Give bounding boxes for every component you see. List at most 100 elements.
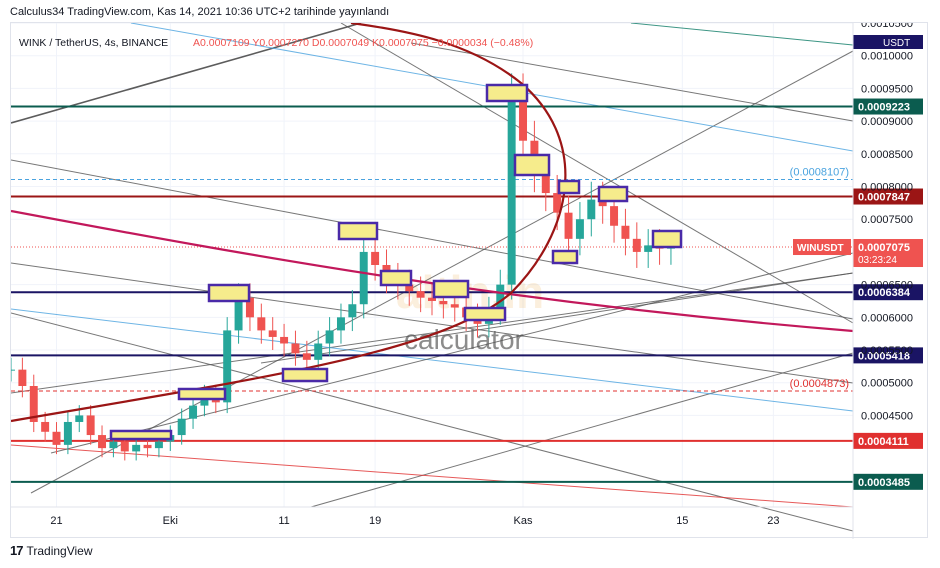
last-price-badge [853, 239, 923, 268]
candle-body [587, 199, 596, 220]
tradingview-logo-icon[interactable]: 17 [10, 543, 24, 558]
symbol-info: WINK / TetherUS, 4s, BINANCE [19, 37, 168, 49]
candle-body [325, 330, 334, 344]
candle-body [553, 193, 562, 213]
candle-body [268, 330, 277, 337]
level-badge-label: 0.0006384 [858, 287, 911, 299]
y-tick-label: 0.0007500 [861, 214, 913, 226]
pattern-highlight-box [337, 221, 379, 241]
candle-body [245, 297, 254, 318]
symbol-badge-label: WINUSDT [797, 243, 844, 254]
dashed-level-label: (0.0008107) [790, 167, 849, 179]
trend-line [30, 50, 854, 494]
trend-line [11, 262, 854, 384]
candle-body [200, 395, 209, 406]
level-badge [853, 188, 923, 205]
candle-body [632, 238, 641, 252]
candle-body [598, 199, 607, 207]
level-badge [853, 473, 923, 490]
candle-body [416, 291, 425, 298]
level-badge-label: 0.0007847 [858, 192, 910, 204]
trendline-layer [11, 23, 854, 532]
candle-body [610, 206, 619, 226]
candle-body [348, 304, 357, 318]
candle-body [223, 330, 232, 403]
curve-layer [11, 23, 854, 423]
pattern-highlight-box [597, 185, 629, 203]
axis-layer: 0.0010500 0.0010000 0.0009500 0.0009000 0.00… [11, 23, 913, 539]
level-badge-label: 0.0005418 [858, 350, 910, 362]
pattern-highlight-box [207, 283, 251, 303]
level-badge-label: 0.0003485 [858, 477, 910, 489]
trend-line [410, 42, 854, 122]
trend-line [310, 352, 854, 508]
candle-body [132, 444, 141, 452]
level-badge-label: 0.0004111 [858, 436, 909, 448]
candle-body [280, 336, 289, 344]
candle-body [189, 405, 198, 419]
candle-body [120, 441, 129, 452]
currency-badge [853, 35, 923, 49]
ohlc-info: A0.0007109 Y0.0007270 D0.0007049 K0.0007… [193, 37, 533, 49]
level-badge [853, 98, 923, 115]
y-tick-label: 0.0010500 [861, 23, 913, 30]
y-tick-label: 0.0010000 [861, 51, 913, 63]
candle-body [371, 251, 380, 265]
candle-body [109, 441, 118, 449]
pattern-highlight-box [485, 83, 529, 103]
trend-line [11, 308, 854, 412]
x-tick-label: Kas [514, 515, 533, 527]
highlight-box-layer [109, 83, 683, 441]
pattern-highlight-box [557, 179, 581, 195]
x-tick-label: Eki [163, 515, 178, 527]
pattern-highlight-box [551, 249, 579, 265]
candle-body [336, 317, 345, 331]
candle-body [496, 284, 505, 311]
pattern-highlight-box [651, 229, 683, 249]
level-layer: (0.0008107) (0.0004873) 0.0009223 0.0007847… [11, 35, 923, 490]
candle-body [177, 418, 186, 436]
y-tick-label: 0.0006500 [861, 280, 913, 292]
candle-body [541, 173, 550, 194]
trend-line [630, 23, 854, 46]
candle-body [644, 245, 653, 252]
x-tick-label: 15 [676, 515, 688, 527]
level-badge [853, 347, 923, 364]
candle-body [621, 225, 630, 239]
candle-body [41, 421, 50, 432]
candle-body [86, 415, 95, 436]
candle-body [439, 300, 448, 305]
y-tick-label: 0.0004500 [861, 410, 913, 422]
candle-body [63, 421, 72, 445]
level-badge-label: 0.0009223 [858, 102, 910, 114]
pattern-highlight-box [281, 367, 329, 383]
level-badge [853, 432, 923, 449]
trend-line [11, 444, 854, 508]
y-tick-label: 0.0005000 [861, 378, 913, 390]
candle-body [234, 297, 243, 331]
candle-body [450, 304, 459, 308]
y-tick-label: 0.0009500 [861, 83, 913, 95]
trend-line [340, 23, 854, 324]
x-tick-label: 23 [767, 515, 779, 527]
candle-body [18, 369, 27, 386]
pattern-highlight-box [177, 387, 227, 401]
candle-body [575, 219, 584, 239]
trend-line [260, 272, 854, 364]
x-tick-label: 11 [278, 515, 289, 527]
trend-line [11, 312, 854, 532]
footer-brand[interactable]: TradingView [26, 543, 93, 558]
candle-body [428, 297, 436, 301]
arc-curve [11, 23, 567, 423]
symbol-badge [793, 239, 851, 256]
candle-body [519, 94, 528, 141]
chart-frame[interactable]: altin.in calculator (0.0008107) (0.0004873… [10, 22, 929, 539]
level-badge [853, 284, 923, 301]
x-tick-label: 19 [369, 515, 381, 527]
candle-body [75, 415, 84, 422]
dashed-level-label: (0.0004873) [790, 378, 849, 390]
y-tick-label: 0.0008000 [861, 182, 913, 194]
y-tick-label: 0.0009000 [861, 116, 913, 128]
candle-body [302, 353, 311, 360]
